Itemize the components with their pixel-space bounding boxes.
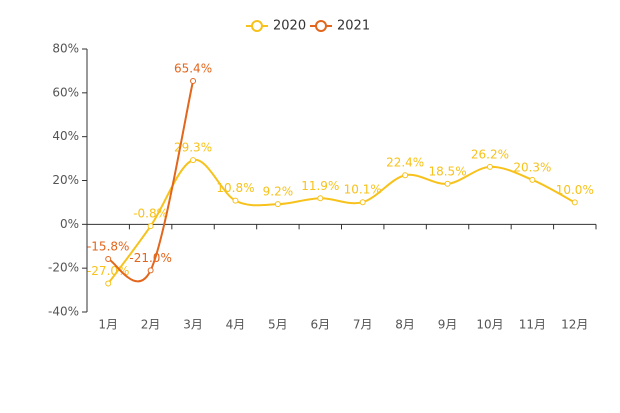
value-label: 10.0% <box>556 183 594 197</box>
value-label: 18.5% <box>428 164 466 178</box>
x-tick-label: 2月 <box>141 318 161 332</box>
point <box>147 223 154 230</box>
series-line <box>107 159 576 285</box>
value-label: 10.1% <box>344 183 382 197</box>
y-tick-label: 60% <box>52 85 79 99</box>
point <box>105 280 112 287</box>
y-tick-label: 80% <box>52 42 79 56</box>
value-label: 10.8% <box>216 181 254 195</box>
value-label: -0.8% <box>133 207 168 221</box>
x-tick-label: 6月 <box>310 318 330 332</box>
value-label: 20.3% <box>513 160 551 174</box>
value-label: 22.4% <box>386 156 424 170</box>
value-label: -27.0% <box>87 264 129 278</box>
value-label: -21.0% <box>129 251 171 265</box>
x-tick-label: 7月 <box>353 318 373 332</box>
point <box>147 267 154 274</box>
value-label: 26.2% <box>471 147 509 161</box>
point <box>359 199 366 206</box>
x-tick-label: 12月 <box>561 318 588 332</box>
point <box>571 199 578 206</box>
value-label: 11.9% <box>301 179 339 193</box>
value-label: 9.2% <box>263 185 294 199</box>
point <box>190 157 197 164</box>
value-label: -15.8% <box>87 239 129 253</box>
x-tick-label: 10月 <box>476 318 503 332</box>
x-tick-label: 3月 <box>183 318 203 332</box>
x-tick-label: 4月 <box>226 318 246 332</box>
x-tick-label: 11月 <box>519 318 546 332</box>
point <box>402 172 409 179</box>
point <box>232 197 239 204</box>
value-label: 29.3% <box>174 141 212 155</box>
y-tick-label: 0% <box>60 217 79 231</box>
point <box>190 77 197 84</box>
legend-marker <box>315 20 327 32</box>
point <box>529 176 536 183</box>
point <box>486 163 493 170</box>
point <box>274 201 281 208</box>
y-tick-label: -40% <box>48 305 79 319</box>
series-line <box>107 80 195 283</box>
legend-label: 2021 <box>337 19 370 34</box>
legend-marker <box>251 20 263 32</box>
x-tick-label: 5月 <box>268 318 288 332</box>
point <box>317 195 324 202</box>
y-tick-label: -20% <box>48 261 79 275</box>
y-tick-label: 40% <box>52 129 79 143</box>
x-tick-label: 9月 <box>438 318 458 332</box>
point <box>444 180 451 187</box>
y-tick-label: 20% <box>52 173 79 187</box>
x-tick-label: 1月 <box>98 318 118 332</box>
point <box>105 255 112 262</box>
x-tick-label: 8月 <box>395 318 415 332</box>
legend-label: 2020 <box>273 19 306 34</box>
value-label: 65.4% <box>174 61 212 75</box>
